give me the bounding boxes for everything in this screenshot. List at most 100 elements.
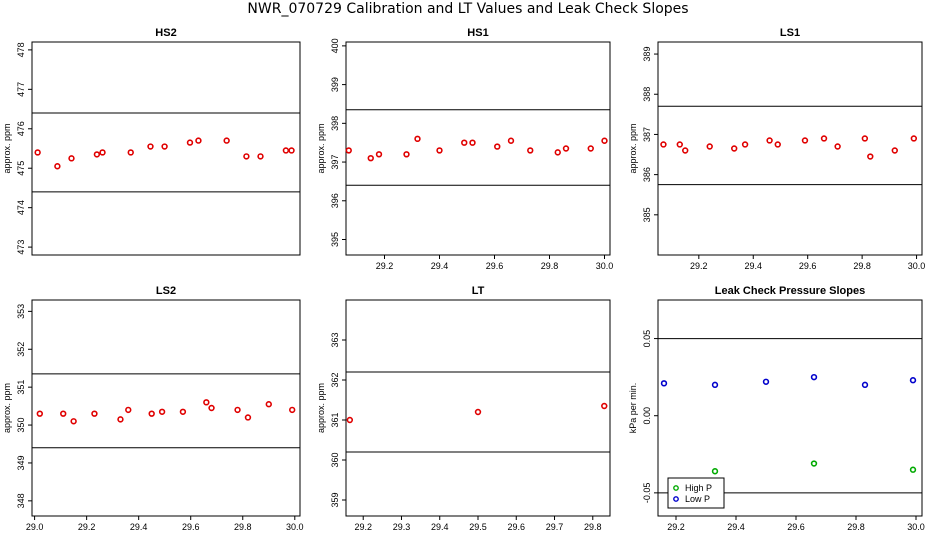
y-tick-label: 348 <box>16 493 26 508</box>
data-point <box>891 147 898 154</box>
x-tick-label: 29.5 <box>469 522 487 532</box>
data-point <box>195 137 202 144</box>
y-tick-label: 387 <box>642 127 652 142</box>
y-tick-label: 0.00 <box>642 407 652 425</box>
data-point <box>367 154 374 162</box>
data-point <box>36 410 44 417</box>
data-point <box>54 163 61 170</box>
y-tick-label: 397 <box>330 155 340 170</box>
panel-title: HS1 <box>467 27 488 39</box>
y-tick-label: 476 <box>16 121 26 136</box>
panel-hs1: HS1 approx. ppm 395 396 397 398 399 400 29.2 29.4… <box>316 27 613 271</box>
data-point <box>820 135 828 142</box>
data-point <box>474 408 482 416</box>
data-point <box>34 149 41 156</box>
data-point <box>234 406 241 414</box>
data-point <box>93 151 101 158</box>
panel-title: LS1 <box>780 27 800 39</box>
x-tick-label: 29.6 <box>486 261 504 271</box>
data-point <box>660 141 667 148</box>
data-point <box>909 466 917 473</box>
y-tick-label: 353 <box>16 304 26 319</box>
x-tick-label: 29.2 <box>78 522 96 532</box>
legend-marker <box>673 485 679 491</box>
x-tick-label: 29.8 <box>541 261 559 271</box>
data-point <box>244 414 252 421</box>
plot-frame <box>31 299 301 517</box>
x-tick-label: 29.4 <box>431 522 449 532</box>
x-tick-label: 29.2 <box>376 261 394 271</box>
x-tick-label: 29.6 <box>182 522 200 532</box>
data-point <box>676 141 683 148</box>
data-point <box>161 143 168 150</box>
panel-title: LS2 <box>156 285 176 297</box>
data-point <box>91 410 98 417</box>
data-point <box>601 402 608 410</box>
panel-ls2: LS2 approx. ppm 348 349 350 351 352 353 29.0 29.2… <box>2 285 304 532</box>
data-point <box>711 468 719 475</box>
plot-frame <box>657 41 923 256</box>
y-tick-label: -0.05 <box>642 483 652 504</box>
data-point <box>127 149 134 156</box>
x-tick-label: 29.8 <box>853 261 871 271</box>
plot-frame <box>345 41 611 256</box>
x-tick-label: 29.2 <box>354 522 372 532</box>
plot-frame <box>31 41 301 256</box>
data-point <box>70 418 77 425</box>
x-tick-label: 29.4 <box>130 522 148 532</box>
data-point <box>346 416 354 424</box>
y-axis-label: approx. ppm <box>628 123 638 173</box>
x-tick-label: 30.0 <box>286 522 304 532</box>
y-tick-label: 0.05 <box>642 330 652 348</box>
y-tick-label: 359 <box>330 492 340 507</box>
legend-box <box>667 477 725 509</box>
y-tick-label: 389 <box>642 47 652 62</box>
data-point <box>741 141 749 148</box>
data-point <box>766 137 773 144</box>
data-point <box>158 408 166 415</box>
data-point <box>243 153 250 160</box>
data-point <box>527 147 534 154</box>
data-point <box>601 137 608 144</box>
panel-title: Leak Check Pressure Slopes <box>715 285 865 297</box>
data-point <box>587 145 594 152</box>
data-point <box>288 406 296 414</box>
x-tick-label: 29.8 <box>847 522 865 532</box>
data-point <box>554 149 561 156</box>
data-point <box>801 137 809 144</box>
x-tick-label: 29.7 <box>546 522 564 532</box>
data-point <box>117 416 124 423</box>
x-tick-label: 29.4 <box>727 522 745 532</box>
x-tick-label: 30.0 <box>596 261 614 271</box>
y-axis-label: kPa per min. <box>628 383 638 434</box>
data-point <box>148 410 155 417</box>
y-axis-label: approx. ppm <box>316 383 326 433</box>
y-tick-label: 388 <box>642 87 652 102</box>
data-point <box>711 381 719 389</box>
data-point <box>507 137 515 144</box>
data-point <box>810 373 818 381</box>
y-tick-label: 362 <box>330 372 340 387</box>
x-tick-label: 29.4 <box>744 261 762 271</box>
x-tick-label: 29.8 <box>584 522 602 532</box>
data-point <box>147 143 154 150</box>
x-tick-label: 29.2 <box>667 522 685 532</box>
data-point <box>910 135 918 142</box>
x-tick-label: 30.0 <box>907 522 925 532</box>
y-tick-label: 352 <box>16 342 26 357</box>
data-point <box>774 141 781 148</box>
data-point <box>125 406 132 414</box>
data-point <box>834 143 841 150</box>
data-point <box>706 143 713 150</box>
data-point <box>494 143 501 150</box>
plot-frame <box>657 299 923 517</box>
data-point <box>403 151 410 158</box>
y-tick-label: 399 <box>330 77 340 92</box>
y-tick-label: 400 <box>330 38 340 53</box>
panel-lt: LT approx. ppm 359 360 361 362 363 29.2 29.3 29.4… <box>316 285 611 532</box>
data-point <box>208 404 215 412</box>
data-point <box>469 139 476 146</box>
x-tick-label: 29.0 <box>26 522 44 532</box>
data-point <box>223 137 230 144</box>
